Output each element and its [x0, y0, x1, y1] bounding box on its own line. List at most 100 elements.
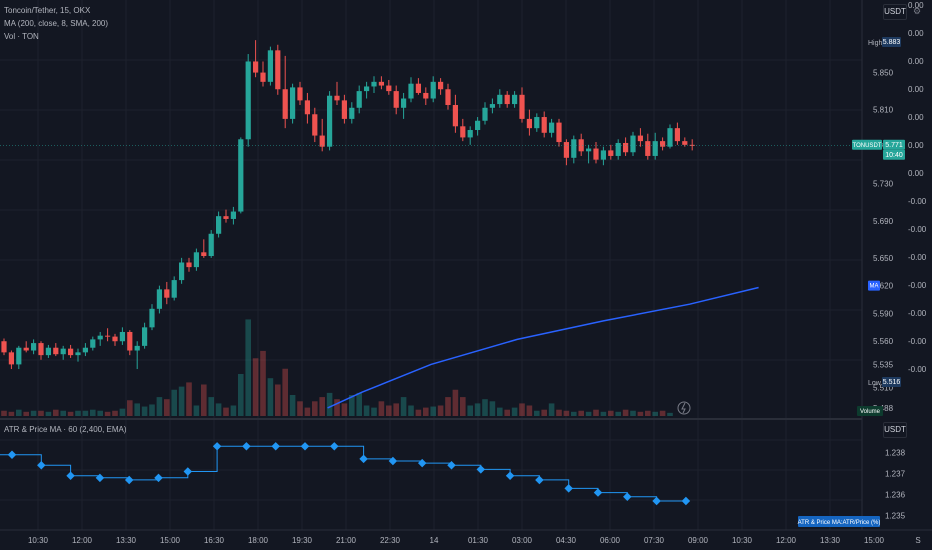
high-value-bg — [882, 37, 901, 47]
candle-body — [16, 347, 22, 365]
volume-bar — [282, 368, 288, 416]
low-value: 5.516 — [882, 377, 901, 387]
time-tick-label: 10:30 — [28, 536, 49, 545]
volume-bar — [571, 411, 577, 416]
time-tick-label: 14 — [430, 536, 439, 545]
volume-bar — [356, 392, 362, 416]
candle-body — [489, 104, 495, 108]
time-ticks: 10:30 12:00 13:30 15:00 16:30 18:00 19:30 21:00… — [28, 536, 921, 545]
grid-lines — [0, 0, 862, 530]
atr-marker — [388, 456, 398, 466]
low-value-text: 5.516 — [883, 379, 901, 386]
volume-bar — [474, 403, 481, 416]
volume-bar — [504, 409, 510, 416]
volume-bar — [127, 400, 133, 416]
volume-badge: Volume — [857, 406, 883, 416]
volume-bar — [60, 410, 66, 416]
volume-bar — [149, 404, 155, 416]
volume-tick-label: 0.00 — [908, 29, 924, 38]
volume-bar — [467, 405, 473, 416]
volume-bar — [82, 410, 89, 416]
volume-bar — [452, 389, 459, 416]
volume-bar — [319, 397, 325, 416]
last-value: 5.771 — [883, 139, 905, 150]
time-tick-label: 16:30 — [204, 536, 225, 545]
volume-bar — [400, 397, 407, 416]
volume-bar — [615, 411, 621, 416]
time-tick-label: 10:30 — [732, 536, 753, 545]
time-tick-label: 21:00 — [336, 536, 357, 545]
settings-gear-icon[interactable]: ⚙ — [913, 6, 922, 16]
volume-bar — [134, 403, 140, 416]
candle-body — [238, 139, 244, 212]
candle-body — [534, 117, 540, 129]
candle-body — [119, 331, 125, 342]
volume-bar — [215, 403, 222, 416]
time-tick-label: 13:30 — [820, 536, 841, 545]
candle-body — [68, 348, 74, 356]
candle-body — [682, 141, 688, 145]
replay-icon[interactable] — [677, 401, 691, 415]
atr-marker — [95, 473, 105, 483]
time-tick-label: S — [915, 536, 920, 545]
candle-body — [75, 352, 81, 356]
volume-bars — [1, 319, 673, 416]
pane-divider — [0, 418, 862, 420]
candle-body — [608, 150, 614, 156]
legend-volume: Vol · TON — [4, 32, 39, 41]
currency-selector[interactable]: USDT — [883, 4, 907, 20]
candle-body — [53, 347, 59, 355]
candle-body — [1, 341, 7, 353]
candle-body — [186, 262, 192, 268]
last-countdown: 10:40 — [883, 149, 905, 160]
volume-bar — [304, 407, 311, 416]
price-tick-label: 5.810 — [873, 106, 894, 115]
volume-bar — [252, 358, 259, 416]
time-tick-label: 12:00 — [776, 536, 797, 545]
low-value-bg — [882, 377, 901, 387]
volume-bar — [593, 409, 599, 416]
candle-body — [341, 100, 347, 119]
candle-body — [82, 347, 88, 353]
candle-body — [216, 216, 222, 234]
candle-body — [630, 135, 636, 153]
legend-symbol: Toncoin/Tether, 15, OKX — [4, 6, 91, 15]
atr-pane-title: ATR & Price MA · 60 (2,400, EMA) — [4, 425, 127, 434]
volume-bar — [23, 411, 29, 416]
volume-bar — [156, 397, 163, 416]
volume-bar — [208, 397, 214, 416]
price-tick-label: 5.730 — [873, 180, 894, 189]
atr-marker — [154, 473, 163, 483]
volume-tick-label: -0.00 — [908, 253, 927, 262]
volume-bar — [297, 401, 303, 416]
volume-bar — [289, 395, 296, 416]
atr-marker — [37, 460, 46, 470]
volume-tick-label: -0.00 — [908, 337, 927, 346]
time-tick-label: 06:00 — [600, 536, 621, 545]
candle-body — [593, 148, 599, 160]
volume-bar — [556, 409, 562, 416]
candle-body — [327, 95, 333, 147]
high-label: High — [868, 40, 883, 47]
candle-body — [267, 50, 273, 82]
volume-tick-label: -0.00 — [908, 365, 927, 374]
atr-tick-label: 1.238 — [885, 449, 906, 458]
candle-body — [97, 335, 103, 340]
candle-body — [541, 117, 547, 133]
high-value: 5.883 — [882, 37, 901, 47]
candle-body — [452, 104, 458, 127]
candle-body — [393, 91, 399, 108]
volume-bar — [371, 407, 377, 416]
candle-body — [430, 81, 436, 99]
candle-body — [526, 118, 532, 129]
atr-line — [0, 442, 691, 506]
volume-bar — [519, 403, 525, 416]
price-axis[interactable] — [862, 0, 932, 550]
atr-marker — [447, 460, 456, 470]
low-label: Low — [868, 380, 882, 387]
atr-currency-label: USDT — [883, 422, 907, 438]
volume-tick-label: 0.00 — [908, 1, 924, 10]
candle-body — [600, 150, 606, 160]
atr-marker — [359, 454, 368, 464]
